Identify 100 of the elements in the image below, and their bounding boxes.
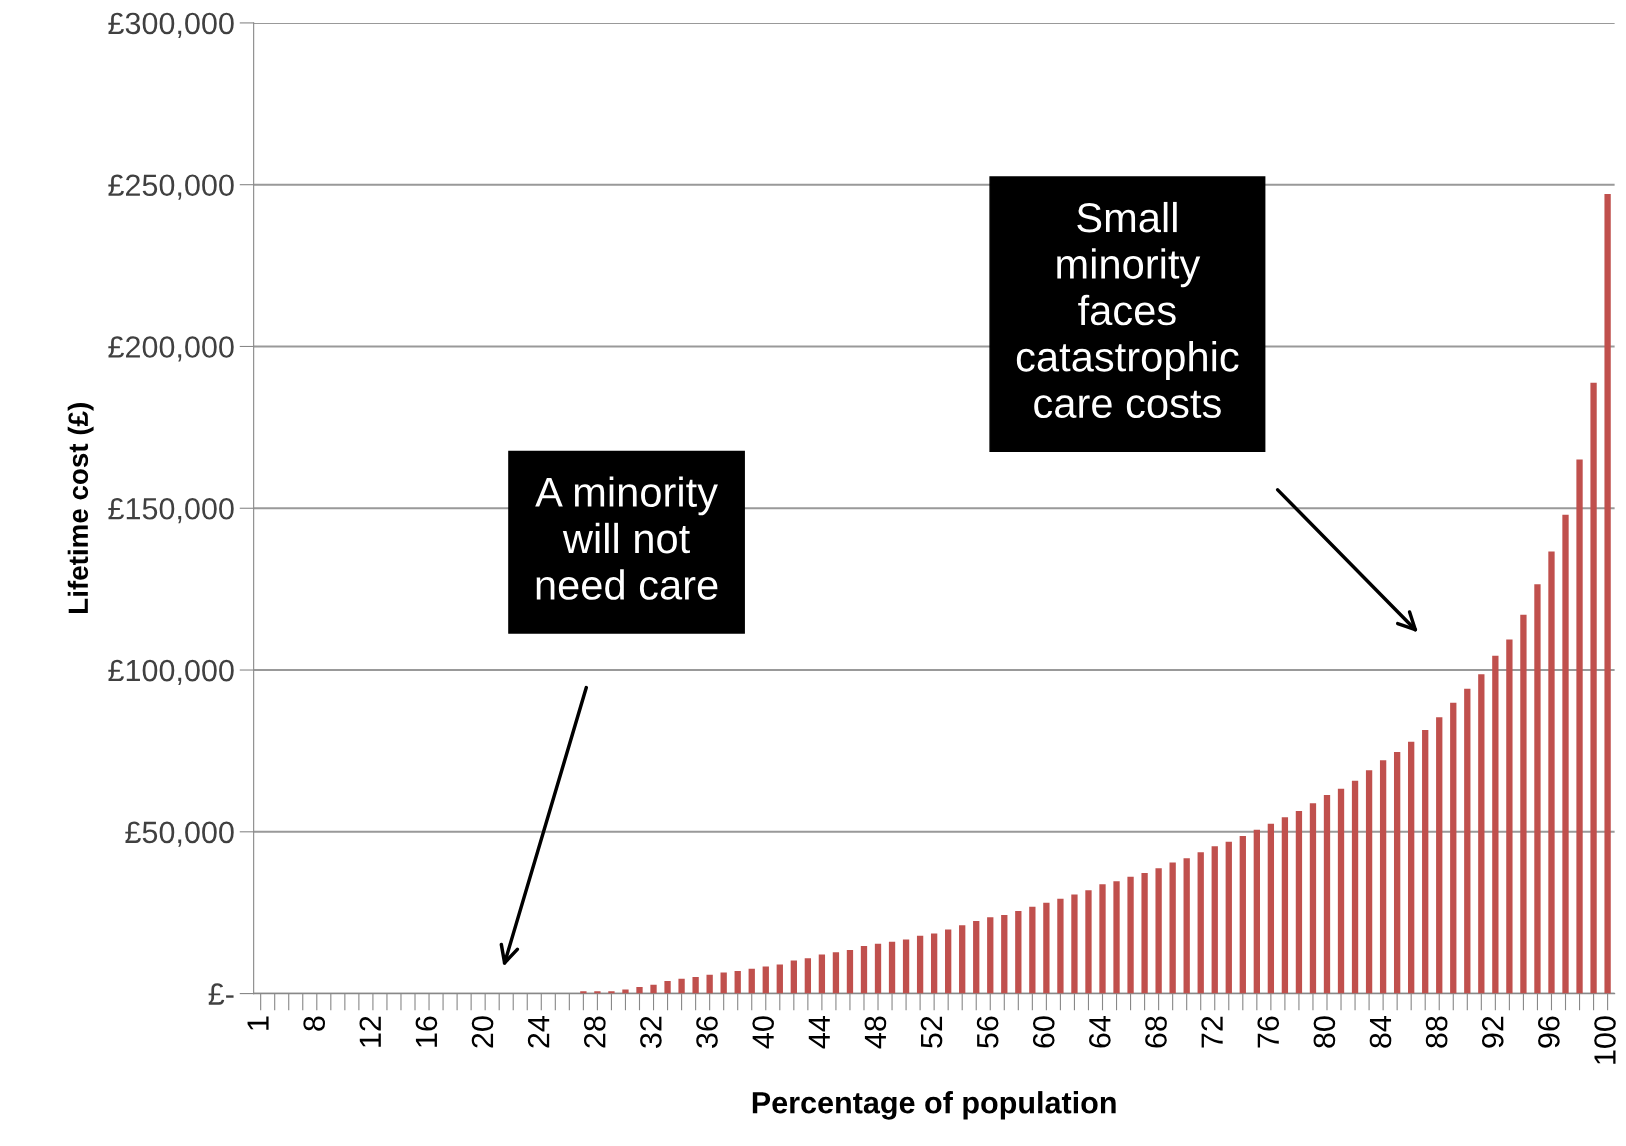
bar	[790, 960, 797, 994]
bar	[804, 958, 812, 994]
bar	[1450, 702, 1457, 994]
x-tick-label: 32	[640, 1016, 662, 1048]
bar	[1015, 911, 1022, 994]
bar	[1548, 551, 1555, 994]
bar	[762, 966, 769, 994]
bar	[1562, 514, 1569, 994]
bar	[1464, 688, 1471, 994]
bar	[1197, 852, 1204, 994]
bar	[832, 952, 840, 994]
x-tick-label: 68	[1145, 1016, 1167, 1048]
bar	[1113, 881, 1120, 994]
x-tick-label: 40	[752, 1016, 774, 1049]
bar	[1281, 817, 1289, 994]
bar	[1141, 872, 1148, 994]
bar	[1253, 829, 1260, 994]
bar	[1506, 639, 1513, 994]
bar	[930, 933, 938, 994]
bar	[1295, 811, 1303, 994]
annotation: A minority will not need care	[535, 476, 718, 600]
x-tick-label: 84	[1369, 1016, 1392, 1048]
bar	[1239, 836, 1246, 994]
bar	[987, 917, 994, 994]
x-tick-label: 100	[1594, 1016, 1616, 1064]
bar	[1211, 846, 1218, 994]
x-tick-label: 64	[1089, 1016, 1111, 1048]
x-tick-label: 88	[1425, 1016, 1448, 1048]
x-axis-title: Percentage of population	[752, 1091, 1116, 1120]
bar	[1043, 902, 1050, 994]
bar	[748, 968, 755, 994]
x-tick-label: 20	[471, 1016, 494, 1048]
x-tick-label: 76	[1257, 1016, 1280, 1048]
bar	[706, 974, 713, 994]
bar	[1534, 584, 1541, 994]
bar	[1267, 823, 1275, 994]
x-tick-label: 24	[527, 1016, 550, 1048]
y-tick-label: £150,000	[108, 497, 234, 524]
x-tick-label: 1	[247, 1016, 269, 1030]
bar	[594, 991, 601, 994]
bar	[1520, 614, 1527, 994]
y-tick-label: £50,000	[125, 821, 234, 847]
bar	[1408, 741, 1415, 994]
x-tick-label: 12	[359, 1016, 381, 1047]
bar	[1590, 382, 1597, 994]
bar	[1604, 194, 1611, 994]
y-tick-label: £-	[208, 983, 234, 1005]
bar	[1478, 674, 1485, 994]
bar	[1029, 906, 1036, 994]
bar	[959, 925, 966, 994]
bar	[888, 941, 896, 994]
bar	[622, 989, 629, 994]
bar	[874, 943, 882, 994]
bar	[1436, 717, 1443, 994]
x-tick-label: 16	[415, 1016, 438, 1047]
bar	[1576, 459, 1583, 994]
bar	[580, 991, 587, 994]
bar	[1337, 788, 1345, 994]
x-tick-label: 72	[1201, 1016, 1223, 1048]
bar	[608, 991, 615, 994]
bar	[1001, 914, 1008, 994]
y-tick-label: £200,000	[108, 336, 234, 362]
bar	[1365, 770, 1373, 994]
bar	[818, 954, 826, 994]
bar	[1309, 803, 1317, 994]
bar	[1155, 868, 1162, 994]
bar	[692, 977, 699, 994]
bar	[902, 939, 910, 994]
x-tick-label: 28	[583, 1016, 606, 1048]
bar	[1183, 858, 1190, 994]
bar	[1379, 760, 1387, 994]
bar	[1393, 751, 1401, 994]
y-tick-label: £100,000	[108, 659, 234, 686]
x-tick-label: 48	[864, 1016, 887, 1049]
bar	[1071, 894, 1078, 994]
bar	[916, 935, 924, 994]
bar	[1057, 898, 1064, 994]
bar	[720, 972, 727, 994]
bar	[664, 980, 671, 994]
bar	[945, 929, 952, 994]
bar	[1127, 876, 1134, 994]
x-tick-label: 60	[1032, 1016, 1055, 1048]
annotation: Small minority faces catastrophic care costs	[1016, 201, 1239, 419]
bar	[650, 984, 657, 994]
bar	[1169, 862, 1176, 994]
bar	[1099, 884, 1106, 994]
x-tick-label: 56	[976, 1016, 999, 1048]
y-tick-label: £300,000	[108, 12, 234, 38]
x-tick-label: 36	[696, 1016, 718, 1048]
bar	[636, 987, 643, 994]
x-tick-label: 80	[1313, 1016, 1336, 1048]
bar	[1085, 890, 1092, 994]
x-tick-label: 52	[920, 1016, 943, 1048]
y-axis-title: Lifetime cost (£)	[67, 403, 94, 613]
y-tick-label: £250,000	[108, 174, 234, 200]
bar	[973, 921, 980, 994]
bar	[1323, 794, 1331, 994]
bar	[860, 946, 868, 994]
x-tick-label: 44	[808, 1016, 830, 1049]
x-tick-label: 96	[1538, 1016, 1560, 1048]
